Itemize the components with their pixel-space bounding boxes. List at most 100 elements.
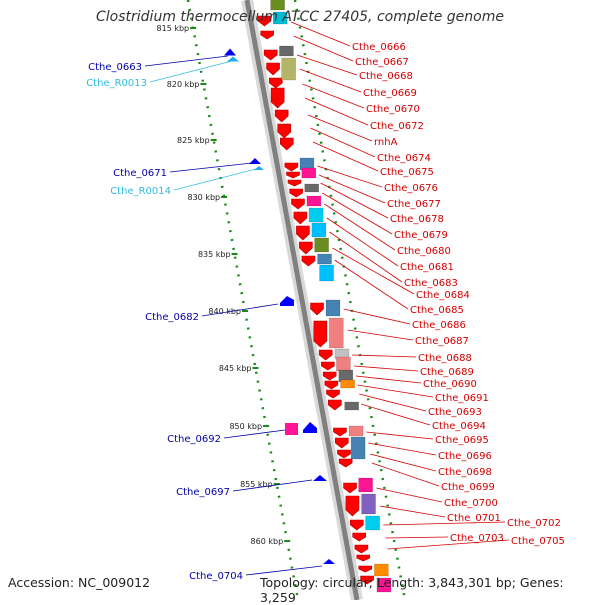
leader-line: [322, 192, 393, 235]
cog-box: [314, 237, 329, 253]
leader-line: [290, 21, 351, 47]
leader-line: [334, 259, 409, 310]
gene-label-right: Cthe_0674: [377, 153, 431, 164]
leader-line: [149, 60, 233, 83]
gene-label-left: Cthe_R0013: [86, 78, 147, 89]
gene-arrow: [326, 389, 340, 399]
leader-line: [326, 217, 399, 267]
cog-box: [311, 222, 327, 238]
gene-label-right: Cthe_0668: [359, 71, 413, 82]
leader-line: [299, 68, 362, 93]
leader-line: [370, 453, 437, 472]
leader-line: [296, 54, 358, 76]
gene-label-right: Cthe_0698: [438, 467, 492, 478]
gene-label-left: Cthe_0697: [176, 487, 230, 498]
gene-label-right: Cthe_0684: [416, 290, 470, 301]
gene-label-right: Cthe_0670: [366, 104, 420, 115]
leader-line: [312, 141, 379, 172]
gene-label-right: Cthe_0702: [507, 518, 561, 529]
gene-arrow: [260, 30, 274, 40]
ruler-tick-label: 830 kbp: [188, 193, 221, 202]
gene-arrow: [337, 449, 351, 459]
gene-label-right: Cthe_0690: [423, 379, 477, 390]
gene-label-right: Cthe_0685: [410, 305, 464, 316]
gene-arrow-reverse: [313, 475, 327, 481]
leader-line: [324, 203, 396, 251]
leader-line: [317, 165, 383, 188]
gene-label-right: Cthe_0677: [387, 199, 441, 210]
cog-box: [376, 577, 392, 593]
cog-box: [281, 57, 296, 81]
gene-label-right: rnhA: [374, 137, 398, 148]
leader-line: [201, 303, 279, 317]
gene-label-right: Cthe_0703: [450, 533, 504, 544]
leader-line: [245, 565, 323, 576]
leader-line: [310, 127, 376, 158]
leader-line: [355, 375, 422, 384]
cog-box: [358, 477, 373, 493]
leader-line: [360, 403, 431, 426]
cog-box: [340, 379, 355, 389]
gene-label-right: Cthe_0667: [355, 57, 409, 68]
cog-box: [365, 515, 380, 531]
gene-label-right: Cthe_0696: [438, 451, 492, 462]
cog-box: [272, 11, 288, 25]
leader-line: [387, 539, 510, 550]
leader-line: [293, 35, 354, 62]
gene-arrow: [268, 77, 283, 89]
gene-arrow: [310, 302, 324, 316]
gene-label-right: Cthe_0687: [415, 336, 469, 347]
gene-arrow: [266, 62, 280, 76]
leader-line: [169, 162, 253, 173]
map-title: Clostridium thermocellum ATCC 27405, com…: [96, 9, 504, 25]
gene-arrow: [301, 255, 316, 267]
leader-line: [376, 487, 443, 503]
cog-box: [317, 253, 332, 265]
gene-arrow: [322, 371, 337, 381]
leader-line: [368, 442, 437, 456]
gene-label-right: Cthe_0683: [404, 278, 458, 289]
cog-box: [361, 493, 376, 515]
gene-arrow-reverse: [254, 166, 264, 170]
gene-arrow: [263, 49, 278, 61]
gene-label-left: Cthe_0682: [145, 312, 199, 323]
gene-arrow: [270, 87, 285, 109]
gene-arrow: [328, 399, 342, 411]
ruler-tick-label: 825 kbp: [177, 136, 210, 145]
gene-label-right: Cthe_0693: [428, 407, 482, 418]
gene-label-left: Cthe_0704: [189, 571, 243, 582]
gene-label-right: Cthe_0686: [412, 320, 466, 331]
cog-box: [319, 264, 334, 282]
gene-label-right: Cthe_0669: [363, 88, 417, 99]
cog-box: [336, 356, 351, 372]
leader-line: [383, 521, 506, 526]
cog-box: [325, 299, 341, 317]
leader-line: [347, 329, 414, 341]
gene-arrow: [338, 458, 353, 468]
gene-arrow: [334, 437, 349, 449]
gene-arrow: [350, 519, 364, 531]
gene-arrow: [321, 361, 335, 371]
leader-line: [329, 231, 403, 283]
cog-box: [285, 423, 298, 435]
leader-line: [343, 308, 411, 325]
topology-text: Topology: circular; Length: 3,843,301 bp…: [260, 575, 564, 605]
gene-arrow: [360, 575, 374, 585]
gene-label-right: Cthe_0691: [435, 393, 489, 404]
leader-line: [352, 354, 417, 358]
leader-line: [144, 55, 229, 67]
gene-label-left: Cthe_R0014: [110, 186, 171, 197]
gene-arrow: [274, 109, 289, 123]
gene-arrow: [279, 137, 294, 151]
leader-line: [307, 114, 373, 142]
gene-label-right: Cthe_0666: [352, 42, 406, 53]
gene-label-right: Cthe_0678: [390, 214, 444, 225]
gene-arrow: [356, 554, 371, 562]
leader-line: [366, 431, 434, 440]
gene-arrow: [284, 162, 299, 172]
gene-arrow: [293, 211, 308, 225]
leader-line: [320, 182, 389, 219]
gene-block-reverse: [303, 422, 317, 433]
gene-arrow: [299, 241, 313, 255]
